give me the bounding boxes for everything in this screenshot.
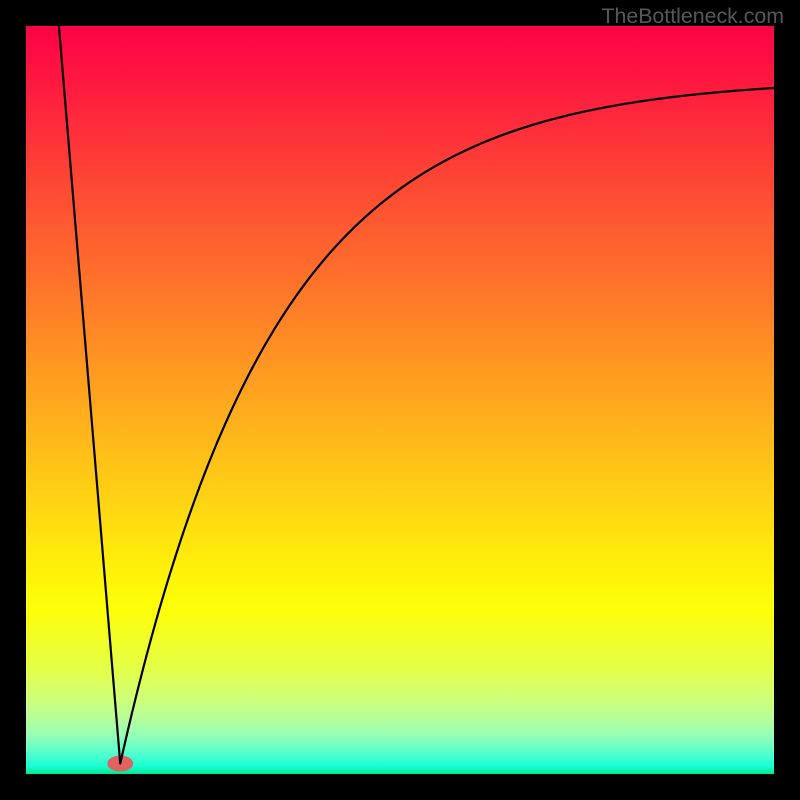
plot-svg [26, 26, 774, 774]
plot-background [26, 26, 774, 774]
chart-frame: TheBottleneck.com [0, 0, 800, 800]
attribution-label: TheBottleneck.com [601, 4, 784, 29]
plot-area [26, 26, 774, 774]
